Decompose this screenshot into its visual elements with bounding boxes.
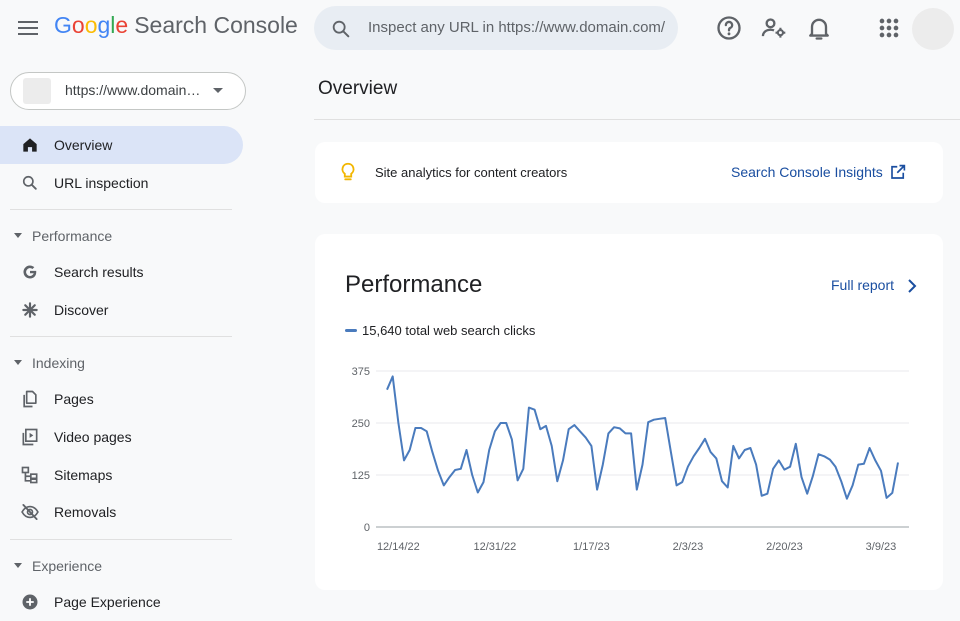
y-tick-label: 375 — [352, 366, 370, 378]
collapse-arrow-icon — [14, 563, 22, 568]
visibility-off-icon — [21, 504, 39, 520]
sidebar-item-label: Overview — [54, 137, 113, 153]
sidebar-item-label: URL inspection — [54, 175, 149, 191]
dropdown-arrow-icon — [213, 88, 223, 93]
account-avatar[interactable] — [912, 8, 954, 50]
legend-swatch — [345, 329, 357, 332]
add-circle-icon — [22, 594, 38, 610]
sidebar-item-pages[interactable]: Pages — [0, 380, 243, 418]
sidebar-item-page-experience[interactable]: Page Experience — [0, 583, 243, 621]
clicks-series-line — [386, 375, 899, 500]
sidebar-item-sitemaps[interactable]: Sitemaps — [0, 456, 243, 494]
header-divider — [314, 119, 960, 120]
performance-card: Performance Full report 15,640 total web… — [315, 234, 943, 590]
apps-grid-icon[interactable] — [875, 14, 903, 42]
sidebar-divider — [10, 336, 232, 337]
discover-asterisk-icon — [22, 302, 38, 318]
sidebar-item-url-inspection[interactable]: URL inspection — [0, 164, 243, 202]
clicks-line-chart: 0 125 250 375 12/14/22 12/31/22 1/17/23 2/3/23 2… — [352, 366, 909, 553]
lightbulb-icon — [341, 162, 355, 181]
logo-letter: g — [97, 12, 111, 38]
search-console-logo[interactable]: Google Search Console — [54, 12, 298, 39]
legend-label: 15,640 total web search clicks — [362, 323, 536, 338]
section-label: Performance — [32, 228, 113, 244]
section-toggle-performance[interactable]: Performance — [0, 220, 243, 250]
x-tick-label: 12/14/22 — [377, 541, 420, 553]
sidebar-item-search-results[interactable]: Search results — [0, 253, 243, 291]
sitemap-icon — [21, 466, 38, 484]
insights-description: Site analytics for content creators — [375, 165, 568, 180]
x-tick-label: 3/9/23 — [866, 541, 897, 553]
sidebar-item-label: Sitemaps — [54, 467, 113, 483]
search-console-insights-link[interactable]: Search Console Insights — [731, 164, 883, 180]
logo-letter: o — [84, 12, 98, 38]
sidebar-item-label: Pages — [54, 391, 94, 407]
main-menu-button[interactable] — [14, 14, 42, 42]
property-favicon — [23, 78, 51, 104]
section-toggle-indexing[interactable]: Indexing — [0, 347, 243, 377]
search-icon — [22, 175, 37, 190]
sidebar-divider — [10, 539, 232, 540]
chevron-right-icon[interactable] — [905, 278, 919, 294]
google-g-icon — [23, 265, 37, 279]
collapse-arrow-icon — [14, 233, 22, 238]
sidebar-item-label: Video pages — [54, 429, 132, 445]
logo-letter: o — [71, 12, 85, 38]
page-title: Overview — [318, 78, 398, 99]
logo-letter: e — [115, 12, 129, 38]
hamburger-icon-bar — [18, 21, 38, 23]
sidebar-item-label: Discover — [54, 302, 109, 318]
sidebar-item-label: Removals — [54, 504, 117, 520]
hamburger-icon-bar — [18, 27, 38, 29]
x-tick-label: 12/31/22 — [473, 541, 516, 553]
top-bar: Google Search Console Inspect any URL in … — [0, 0, 960, 58]
pages-icon — [23, 390, 37, 408]
hamburger-icon-bar — [18, 33, 38, 35]
property-url: https://www.domain… — [65, 82, 201, 98]
sidebar-item-video-pages[interactable]: Video pages — [0, 418, 243, 456]
performance-title: Performance — [345, 271, 483, 298]
collapse-arrow-icon — [14, 360, 22, 365]
notifications-icon[interactable] — [805, 14, 833, 42]
section-label: Indexing — [32, 355, 85, 371]
product-name: Search Console — [134, 12, 298, 38]
manage-users-icon[interactable] — [760, 14, 788, 42]
search-icon — [332, 20, 350, 38]
insights-banner: Site analytics for content creators Sear… — [315, 142, 943, 203]
logo-letter: G — [54, 12, 72, 38]
video-pages-icon — [22, 428, 38, 446]
url-inspection-search[interactable]: Inspect any URL in https://www.domain.co… — [314, 6, 678, 50]
sidebar-item-discover[interactable]: Discover — [0, 291, 243, 329]
sidebar-item-label: Page Experience — [54, 594, 161, 610]
sidebar-divider — [10, 209, 232, 210]
sidebar-item-label: Search results — [54, 264, 144, 280]
x-tick-label: 2/20/23 — [766, 541, 803, 553]
y-tick-label: 125 — [352, 470, 370, 482]
home-icon — [23, 138, 37, 152]
x-tick-label: 2/3/23 — [673, 541, 704, 553]
sidebar-item-removals[interactable]: Removals — [0, 493, 243, 531]
x-tick-label: 1/17/23 — [573, 541, 610, 553]
full-report-link[interactable]: Full report — [831, 277, 895, 293]
section-toggle-experience[interactable]: Experience — [0, 550, 243, 580]
sidebar: https://www.domain… Overview URL inspect… — [0, 58, 256, 619]
y-tick-label: 250 — [352, 418, 370, 430]
sidebar-item-overview[interactable]: Overview — [0, 126, 243, 164]
section-label: Experience — [32, 558, 103, 574]
help-icon[interactable] — [715, 14, 743, 42]
y-tick-label: 0 — [364, 522, 370, 534]
search-placeholder: Inspect any URL in https://www.domain.co… — [368, 19, 666, 36]
open-in-new-icon[interactable] — [889, 163, 907, 181]
logo-letter: l — [110, 12, 116, 38]
property-selector[interactable]: https://www.domain… — [10, 72, 246, 110]
